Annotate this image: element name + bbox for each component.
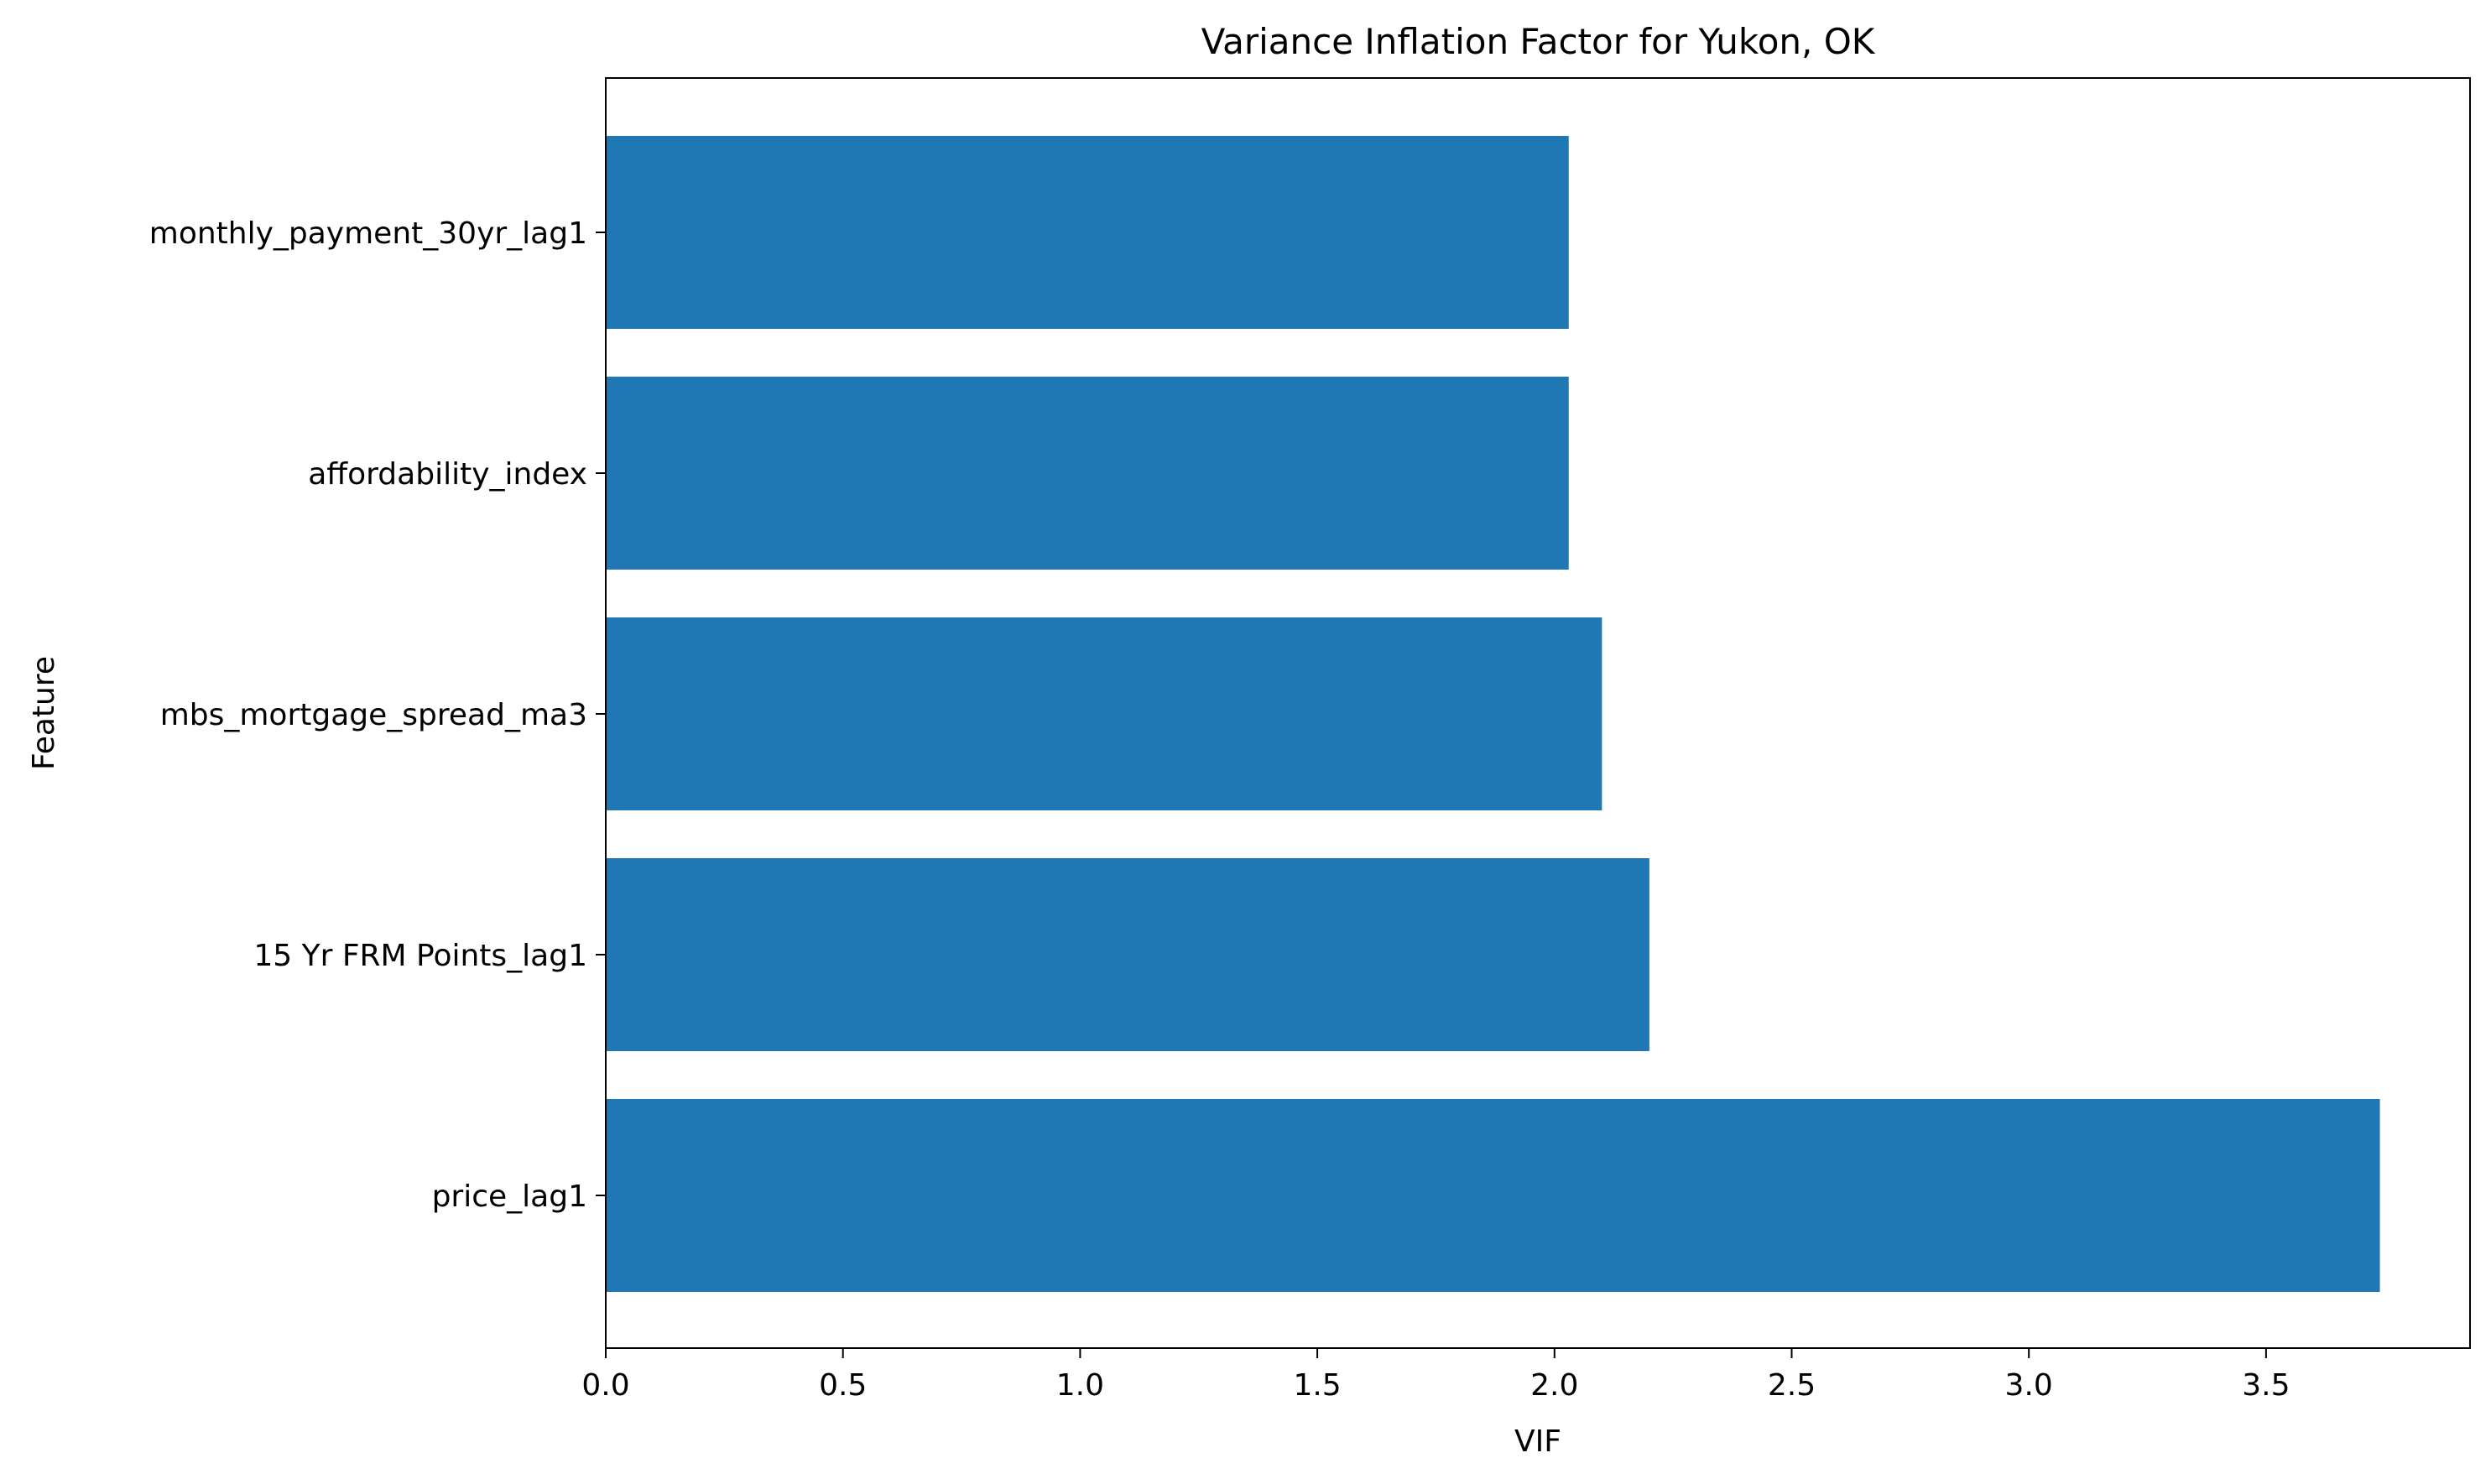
y-tick-label: mbs_mortgage_spread_ma3 [160, 698, 587, 732]
bar-0 [606, 136, 1569, 329]
bar-4 [606, 1099, 2380, 1292]
x-tick-label: 3.5 [2242, 1368, 2290, 1403]
bar-1 [606, 377, 1569, 570]
bars-group [606, 136, 2380, 1292]
y-axis-ticks: monthly_payment_30yr_lag1 affordability_i… [149, 216, 606, 1214]
x-tick-label: 2.5 [1768, 1368, 1816, 1403]
chart-title: Variance Inflation Factor for Yukon, OK [1201, 21, 1876, 62]
y-axis-label: Feature [27, 656, 61, 770]
x-tick-label: 1.0 [1056, 1368, 1104, 1403]
bar-2 [606, 617, 1602, 810]
x-tick-label: 1.5 [1293, 1368, 1341, 1403]
bar-3 [606, 858, 1649, 1051]
y-tick-label: 15 Yr FRM Points_lag1 [253, 939, 587, 973]
x-tick-label: 3.0 [2005, 1368, 2053, 1403]
x-tick-label: 0.0 [581, 1368, 629, 1403]
plot-area-frame [605, 77, 2471, 1349]
y-tick-label: price_lag1 [432, 1179, 587, 1214]
y-tick-label: monthly_payment_30yr_lag1 [149, 216, 587, 251]
x-axis-ticks: 0.0 0.5 1.0 1.5 2.0 2.5 3.0 3.5 [581, 1348, 2290, 1403]
x-tick-label: 0.5 [819, 1368, 867, 1403]
y-tick-label: affordability_index [308, 457, 587, 492]
x-tick-label: 2.0 [1530, 1368, 1578, 1403]
x-axis-label: VIF [1514, 1424, 1561, 1459]
